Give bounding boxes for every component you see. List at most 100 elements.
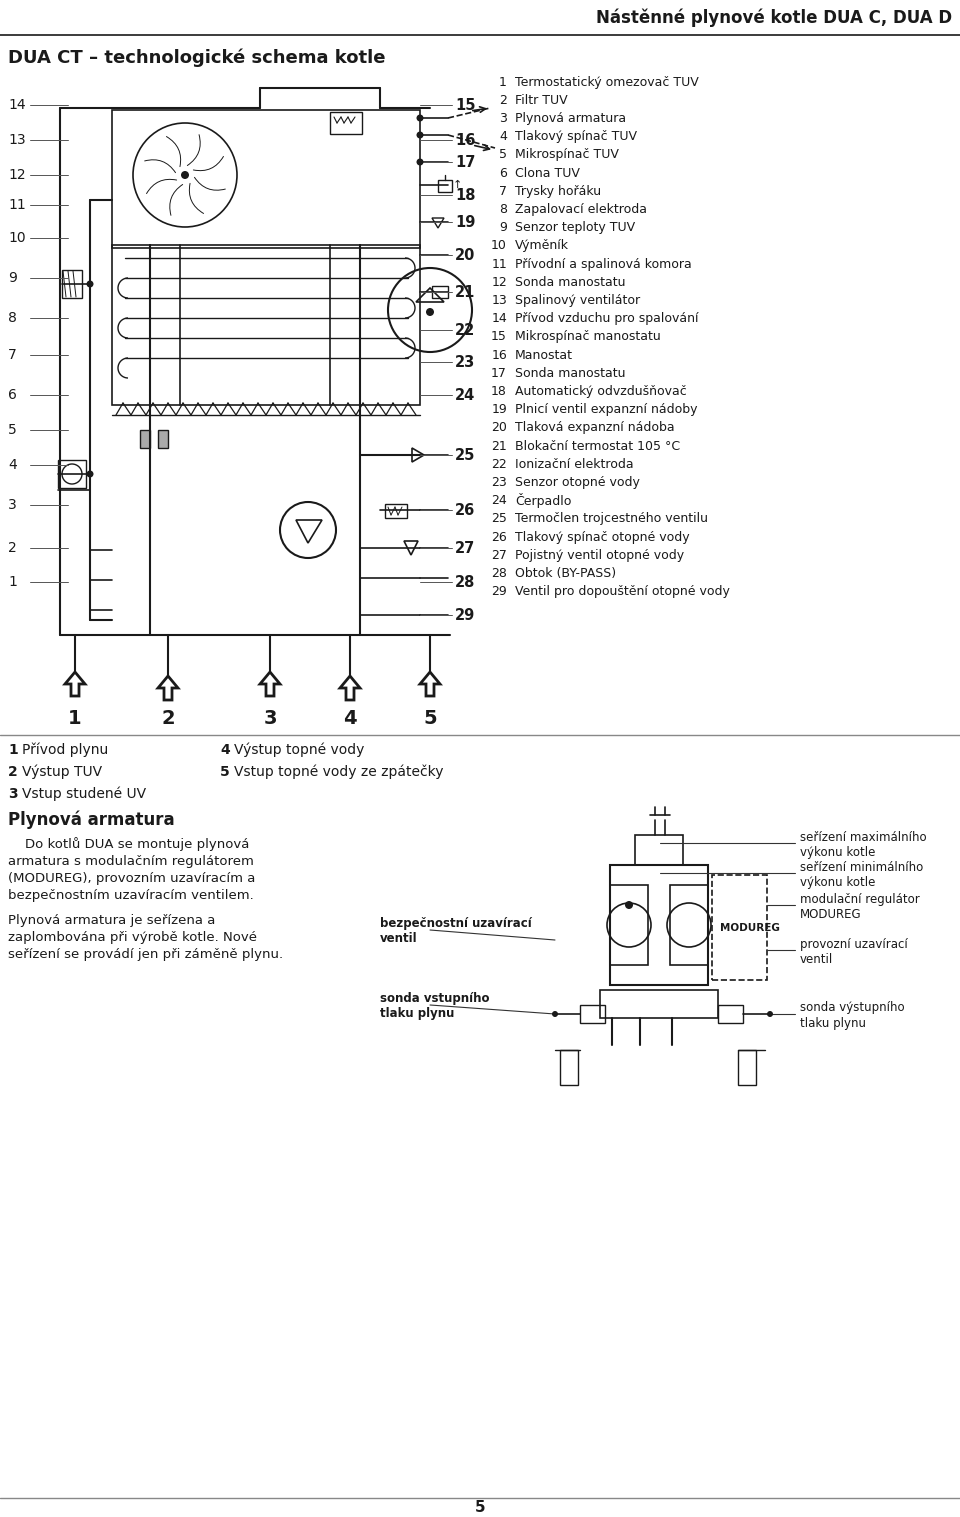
Text: Vstup studené UV: Vstup studené UV [22, 787, 146, 801]
Text: Do kotlů DUA se montuje plynová: Do kotlů DUA se montuje plynová [8, 837, 250, 851]
Text: tlaku plynu: tlaku plynu [380, 1006, 454, 1019]
Text: Blokační termostat 105 °C: Blokační termostat 105 °C [515, 440, 680, 452]
Text: Clona TUV: Clona TUV [515, 167, 580, 179]
Text: 5: 5 [220, 765, 229, 780]
Text: 19: 19 [455, 214, 475, 229]
Text: 21: 21 [492, 440, 507, 452]
Text: 6: 6 [8, 388, 17, 402]
Circle shape [417, 158, 423, 165]
Text: Vstup topné vody ze zpátečky: Vstup topné vody ze zpátečky [234, 765, 444, 780]
Text: 15: 15 [455, 97, 475, 112]
Text: 25: 25 [455, 448, 475, 463]
Text: 12: 12 [492, 276, 507, 288]
Text: 5: 5 [474, 1500, 486, 1515]
Polygon shape [412, 448, 424, 463]
Text: 2: 2 [8, 542, 16, 555]
Bar [718, 1004, 743, 1022]
Bar [738, 1050, 756, 1085]
Text: 18: 18 [455, 188, 475, 202]
Text: 19: 19 [492, 404, 507, 416]
Text: 17: 17 [492, 367, 507, 379]
Text: 13: 13 [8, 133, 26, 147]
Text: 10: 10 [8, 231, 26, 246]
Text: sonda výstupního: sonda výstupního [800, 1001, 904, 1015]
Text: 11: 11 [492, 258, 507, 270]
Text: Tlakový spínač TUV: Tlakový spínač TUV [515, 130, 637, 143]
Text: bezpečnostním uzavíracím ventilem.: bezpečnostním uzavíracím ventilem. [8, 889, 253, 901]
Bar [330, 112, 362, 133]
Text: 22: 22 [492, 458, 507, 470]
Text: 27: 27 [455, 540, 475, 555]
Text: 23: 23 [492, 476, 507, 488]
Text: Automatický odvzdušňovač: Automatický odvzdušňovač [515, 385, 686, 397]
Text: Výstup TUV: Výstup TUV [22, 765, 102, 780]
Bar [635, 834, 683, 865]
Text: 12: 12 [8, 168, 26, 182]
Text: 24: 24 [455, 387, 475, 402]
Text: MODUREG: MODUREG [720, 922, 780, 933]
Bar [140, 429, 150, 448]
Text: 5: 5 [499, 149, 507, 161]
Polygon shape [158, 677, 178, 699]
Text: Obtok (BY-PASS): Obtok (BY-PASS) [515, 567, 616, 579]
Circle shape [426, 308, 434, 316]
Text: Nástěnné plynové kotle DUA C, DUA D: Nástěnné plynové kotle DUA C, DUA D [596, 9, 952, 27]
Text: Tlakový spínač otopné vody: Tlakový spínač otopné vody [515, 531, 689, 543]
Text: 14: 14 [492, 313, 507, 325]
Text: 8: 8 [8, 311, 17, 325]
Circle shape [417, 132, 423, 138]
Text: 11: 11 [8, 199, 26, 212]
Text: Senzor otopné vody: Senzor otopné vody [515, 476, 640, 488]
Text: Výměník: Výměník [515, 240, 569, 252]
Text: Termostatický omezovač TUV: Termostatický omezovač TUV [515, 76, 699, 88]
Text: Termočlen trojcestného ventilu: Termočlen trojcestného ventilu [515, 513, 708, 525]
Bar [158, 429, 168, 448]
Bar [385, 504, 407, 517]
Text: 17: 17 [455, 155, 475, 170]
Text: Mikrospínač TUV: Mikrospínač TUV [515, 149, 619, 161]
Text: 3: 3 [8, 787, 17, 801]
Text: seřízení minimálního: seřízení minimálního [800, 860, 924, 874]
Text: 3: 3 [263, 708, 276, 728]
Text: 8: 8 [499, 203, 507, 215]
Text: Tlaková expanzní nádoba: Tlaková expanzní nádoba [515, 422, 675, 434]
Bar [610, 884, 648, 965]
Text: ventil: ventil [800, 953, 833, 965]
Text: výkonu kotle: výkonu kotle [800, 875, 876, 889]
Text: 2: 2 [161, 708, 175, 728]
Text: ventil: ventil [380, 931, 418, 945]
Text: Sonda manostatu: Sonda manostatu [515, 276, 626, 288]
Text: 6: 6 [499, 167, 507, 179]
Text: Trysky hořáku: Trysky hořáku [515, 185, 601, 197]
Text: 2: 2 [8, 765, 17, 780]
Circle shape [86, 281, 93, 288]
Text: 1: 1 [8, 743, 17, 757]
Text: 22: 22 [455, 323, 475, 337]
Bar [670, 884, 708, 965]
Circle shape [625, 901, 633, 909]
Bar [610, 865, 708, 985]
Text: bezpečnostní uzavírací: bezpečnostní uzavírací [380, 916, 532, 930]
Text: 16: 16 [455, 132, 475, 147]
Text: 9: 9 [8, 272, 17, 285]
Polygon shape [404, 542, 418, 555]
Bar [560, 1050, 578, 1085]
Text: Spalinový ventilátor: Spalinový ventilátor [515, 294, 640, 306]
Text: 29: 29 [455, 607, 475, 622]
Bar [712, 875, 767, 980]
Text: 4: 4 [499, 130, 507, 143]
Polygon shape [420, 672, 440, 696]
Circle shape [767, 1010, 773, 1016]
Text: Zapalovací elektroda: Zapalovací elektroda [515, 203, 647, 215]
Text: 26: 26 [455, 502, 475, 517]
Text: 21: 21 [455, 285, 475, 299]
Text: 7: 7 [8, 347, 16, 363]
Text: 9: 9 [499, 221, 507, 234]
Text: Pojistný ventil otopné vody: Pojistný ventil otopné vody [515, 549, 684, 561]
Text: 14: 14 [8, 99, 26, 112]
Bar [112, 111, 420, 247]
Text: 18: 18 [492, 385, 507, 397]
Text: Ionizační elektroda: Ionizační elektroda [515, 458, 634, 470]
Text: 28: 28 [455, 575, 475, 590]
Polygon shape [260, 672, 280, 696]
